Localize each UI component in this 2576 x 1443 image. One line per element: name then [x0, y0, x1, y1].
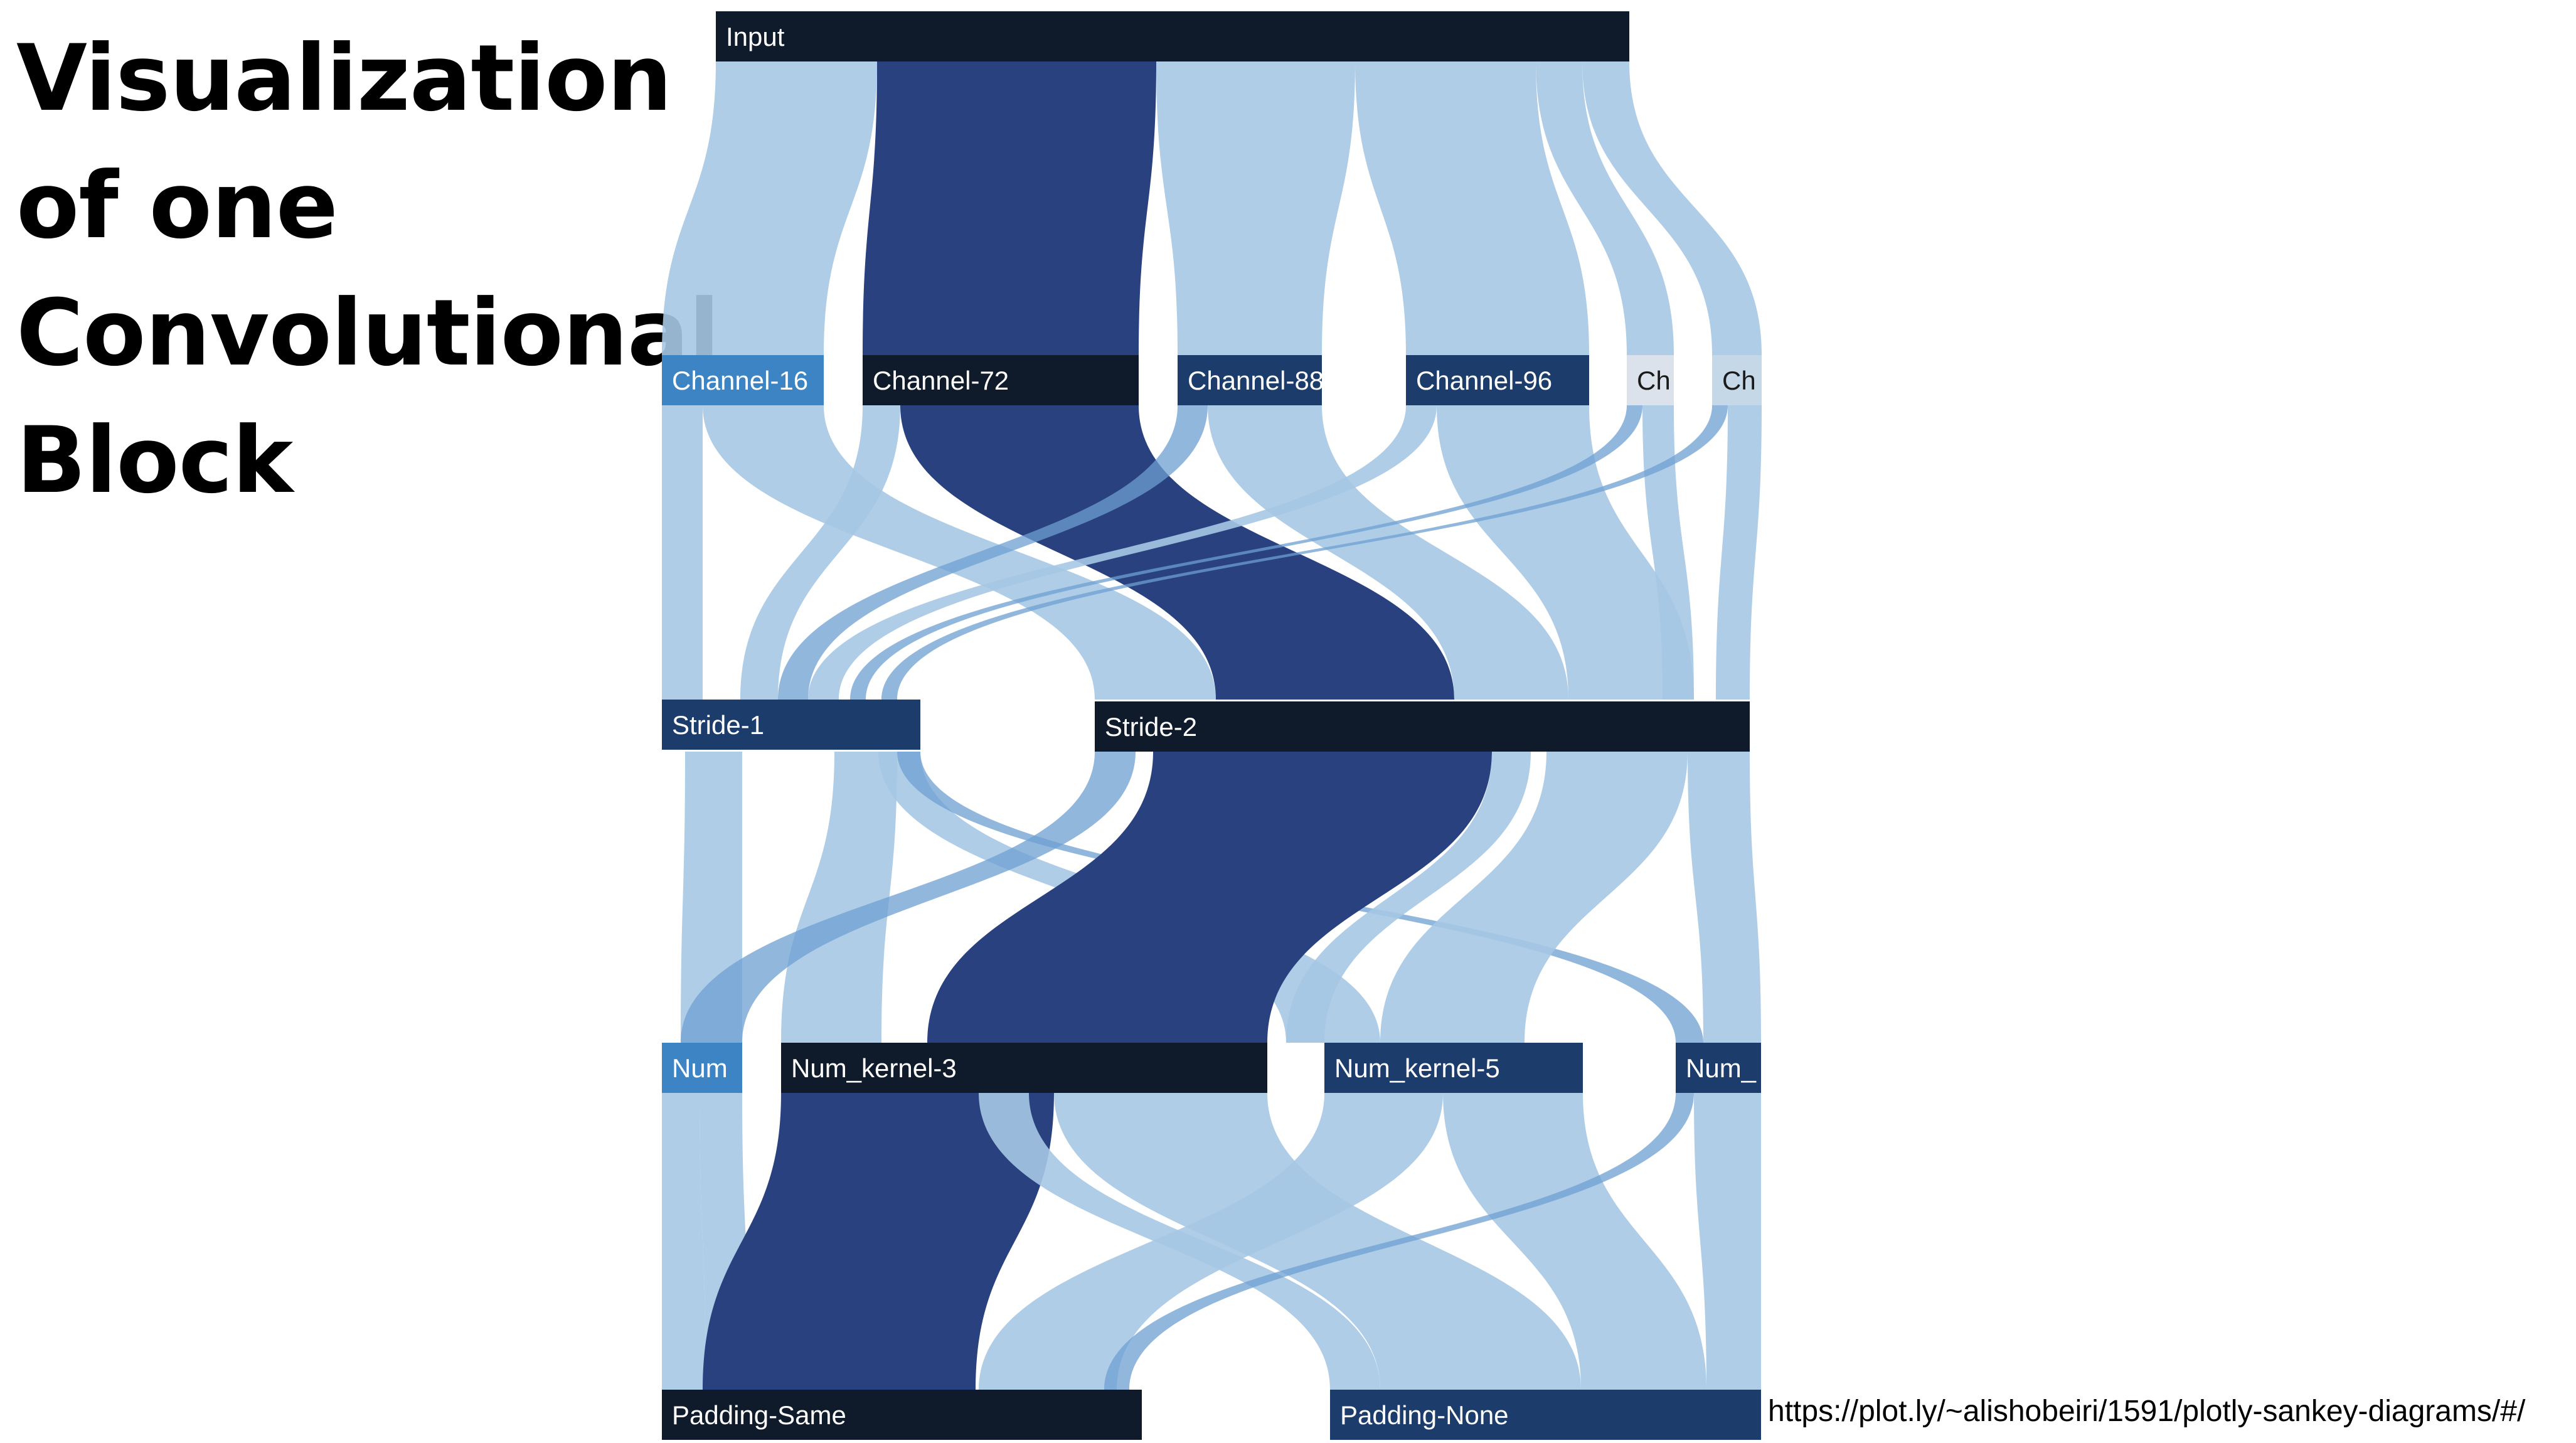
- link-c88-s2: [1208, 405, 1568, 700]
- title-line: Convolutional: [16, 280, 720, 386]
- node-k3[interactable]: Num_kernel-3: [781, 1043, 1267, 1093]
- link-k5-ps: [979, 1093, 1443, 1390]
- node-c16-label: Channel-16: [672, 366, 808, 395]
- node-k5-label: Num_kernel-5: [1334, 1053, 1500, 1083]
- node-ps[interactable]: Padding-Same: [662, 1390, 1142, 1440]
- link-s2-k1: [681, 752, 1136, 1043]
- link-input-ca: [1536, 61, 1674, 355]
- link-c72-s2: [900, 405, 1454, 700]
- node-c88-label: Channel-88: [1188, 366, 1324, 395]
- link-cb-s1: [881, 405, 1728, 700]
- node-input-bar: [716, 11, 1629, 61]
- node-ca-bar: [1627, 355, 1674, 405]
- link-c88-s1: [778, 405, 1208, 700]
- node-c96-bar: [1406, 355, 1589, 405]
- node-ps-bar: [662, 1390, 1142, 1440]
- node-k3-label: Num_kernel-3: [791, 1053, 957, 1083]
- node-k5[interactable]: Num_kernel-5: [1324, 1043, 1583, 1093]
- link-k7-ps: [1104, 1093, 1694, 1390]
- link-k7-pn: [1694, 1093, 1761, 1390]
- link-ca-s1: [850, 405, 1642, 700]
- node-cb-bar: [1712, 355, 1762, 405]
- node-s2-bar: [1095, 701, 1750, 752]
- link-s2-k5: [1286, 752, 1531, 1043]
- node-k3-bar: [781, 1043, 1267, 1093]
- link-s2-k5b: [1380, 752, 1688, 1043]
- node-s2[interactable]: Stride-2: [1095, 701, 1750, 752]
- node-s1-label: Stride-1: [672, 710, 764, 740]
- title-line: Block: [16, 407, 293, 514]
- link-input-c16: [662, 61, 877, 355]
- title-line: Visualization: [16, 25, 673, 132]
- title-line: of one: [16, 152, 338, 259]
- node-ca-label: Ch: [1637, 366, 1671, 395]
- node-c16[interactable]: Channel-16: [662, 355, 824, 405]
- link-input-c88: [1156, 61, 1355, 355]
- node-s2-label: Stride-2: [1105, 712, 1197, 742]
- node-c96-label: Channel-96: [1416, 366, 1552, 395]
- link-s2-k7: [1688, 752, 1761, 1043]
- link-k5-pn: [1443, 1093, 1706, 1390]
- node-k5-bar: [1324, 1043, 1583, 1093]
- node-s1[interactable]: Stride-1: [662, 700, 920, 750]
- node-ca[interactable]: Ch: [1627, 355, 1674, 405]
- node-k7[interactable]: Num_: [1676, 1043, 1761, 1093]
- node-pn-label: Padding-None: [1340, 1400, 1509, 1430]
- node-s1-bar: [662, 700, 920, 750]
- link-s1-k3: [781, 752, 897, 1043]
- sankey-nodes: Input Channel-16 Channel-72 Channel-88 Chann…: [662, 11, 1762, 1440]
- slide-title: Visualization of one Convolutional Block: [16, 15, 720, 524]
- link-cb-s2: [1716, 405, 1762, 700]
- node-c72-bar: [863, 355, 1139, 405]
- source-url[interactable]: https://plot.ly/~alishobeiri/1591/plotly…: [1768, 1395, 2526, 1428]
- node-c96[interactable]: Channel-96: [1406, 355, 1589, 405]
- node-input[interactable]: Input: [716, 11, 1629, 61]
- link-k3-ps: [703, 1093, 1054, 1390]
- link-input-cb: [1582, 61, 1762, 355]
- node-cb-label: Ch: [1722, 366, 1756, 395]
- node-pn-bar: [1330, 1390, 1761, 1440]
- link-c72-s1: [740, 405, 900, 700]
- link-input-c96: [1355, 61, 1589, 355]
- node-c88[interactable]: Channel-88: [1178, 355, 1324, 405]
- node-k1-bar: [662, 1043, 742, 1093]
- node-k7-bar: [1676, 1043, 1761, 1093]
- node-c72-label: Channel-72: [873, 366, 1009, 395]
- link-s2-k3: [927, 752, 1492, 1043]
- node-input-label: Input: [726, 22, 785, 51]
- link-k3-pn-b: [1054, 1093, 1581, 1390]
- link-c96-s1: [808, 405, 1437, 700]
- node-k1-label: Num: [672, 1053, 728, 1083]
- link-c16-s2: [703, 405, 1216, 700]
- sankey-links: [662, 61, 1762, 1390]
- node-c72[interactable]: Channel-72: [863, 355, 1139, 405]
- link-input-c72: [863, 61, 1156, 355]
- link-ca-s2: [1642, 405, 1694, 700]
- link-c96-s2: [1437, 405, 1694, 700]
- node-k1[interactable]: Num: [662, 1043, 742, 1093]
- link-c16-s1: [662, 405, 703, 700]
- link-k1-ps: [662, 1093, 706, 1390]
- node-c16-bar: [662, 355, 824, 405]
- node-k7-label: Num_: [1686, 1053, 1757, 1083]
- node-pn[interactable]: Padding-None: [1330, 1390, 1761, 1440]
- node-c88-bar: [1178, 355, 1322, 405]
- node-ps-label: Padding-Same: [672, 1400, 846, 1430]
- node-cb[interactable]: Ch: [1712, 355, 1762, 405]
